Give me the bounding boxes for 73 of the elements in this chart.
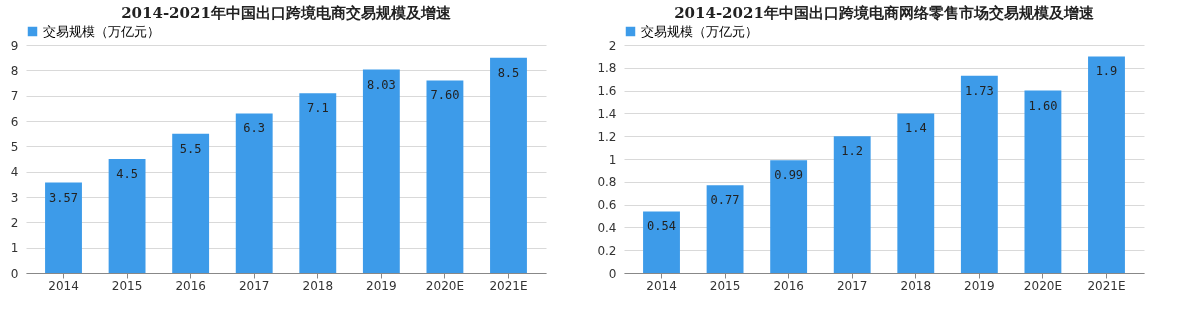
data-label: 1.73 xyxy=(964,83,994,98)
x-tick-label: 2017 xyxy=(836,278,868,293)
y-tick-label: 9 xyxy=(10,38,19,53)
x-tick-label: 2016 xyxy=(175,278,206,293)
data-label: 1.4 xyxy=(904,121,927,136)
y-tick-label: 1 xyxy=(10,241,19,256)
bar xyxy=(362,69,400,273)
y-tick-label: 3 xyxy=(10,190,19,205)
chart-title: 2014-2021年中国出口跨境电商交易规模及增速 xyxy=(121,4,452,22)
data-label: 5.5 xyxy=(179,141,202,156)
y-tick-label: 7 xyxy=(10,89,19,104)
y-tick-label: 0 xyxy=(10,266,19,281)
bar xyxy=(706,185,744,273)
bar xyxy=(235,113,273,273)
x-tick-label: 2018 xyxy=(900,278,932,293)
x-tick-label: 2019 xyxy=(366,278,397,293)
y-tick-label: 1.4 xyxy=(597,106,617,121)
data-label: 3.57 xyxy=(49,190,78,205)
bar xyxy=(770,160,808,273)
x-tick-label: 2020E xyxy=(425,278,464,293)
bar xyxy=(960,75,998,273)
y-tick-label: 0.2 xyxy=(597,243,617,258)
bar xyxy=(833,136,871,273)
x-tick-label: 2018 xyxy=(302,278,334,293)
bar xyxy=(643,211,680,273)
x-tick-label: 2021E xyxy=(1087,278,1126,293)
bar xyxy=(45,182,82,273)
data-label: 8.5 xyxy=(497,65,520,80)
data-label: 7.60 xyxy=(430,88,460,103)
x-tick-label: 2016 xyxy=(773,278,804,293)
bar xyxy=(172,133,210,273)
y-tick-label: 1.2 xyxy=(597,129,617,144)
data-label: 0.54 xyxy=(647,219,676,234)
y-tick-label: 2 xyxy=(10,215,19,230)
y-tick-label: 5 xyxy=(10,139,19,154)
y-tick-label: 6 xyxy=(10,114,19,129)
data-label: 4.5 xyxy=(116,167,138,181)
bar xyxy=(1024,90,1062,273)
bar xyxy=(299,93,337,273)
bar xyxy=(897,113,935,273)
bar xyxy=(108,159,146,273)
y-tick-label: 0.4 xyxy=(597,220,617,235)
x-tick-label: 2021E xyxy=(489,278,528,293)
x-tick-label: 2019 xyxy=(964,278,995,293)
x-tick-label: 2014 xyxy=(646,278,677,293)
legend-label: 交易规模（万亿元） xyxy=(43,23,160,39)
x-tick-label: 2015 xyxy=(709,278,741,293)
data-label: 1.60 xyxy=(1028,98,1058,113)
data-label: 0.99 xyxy=(774,168,804,183)
y-tick-label: 4 xyxy=(10,165,19,180)
chart-title: 2014-2021年中国出口跨境电商网络零售市场交易规模及增速 xyxy=(674,4,1095,22)
y-tick-label: 2 xyxy=(608,38,617,53)
y-tick-label: 1.6 xyxy=(597,84,617,99)
legend-label: 交易规模（万亿元） xyxy=(641,23,758,39)
bar xyxy=(490,57,527,273)
x-tick-label: 2017 xyxy=(238,278,270,293)
y-tick-label: 0.8 xyxy=(597,175,617,190)
data-label: 1.9 xyxy=(1095,64,1118,79)
x-tick-label: 2014 xyxy=(48,278,79,293)
y-tick-label: 1 xyxy=(608,152,617,167)
x-tick-label: 2015 xyxy=(111,278,143,293)
data-label: 8.03 xyxy=(366,77,396,92)
x-tick-label: 2020E xyxy=(1023,278,1062,293)
y-tick-label: 0.6 xyxy=(597,198,617,213)
y-tick-label: 1.8 xyxy=(597,61,617,76)
data-label: 6.3 xyxy=(243,121,266,136)
bar xyxy=(426,80,464,273)
y-tick-label: 8 xyxy=(10,63,19,78)
y-tick-label: 0 xyxy=(608,266,617,281)
bar xyxy=(1088,56,1125,273)
data-label: 7.1 xyxy=(306,101,329,116)
data-label: 0.77 xyxy=(710,193,740,208)
data-label: 1.2 xyxy=(841,144,864,159)
